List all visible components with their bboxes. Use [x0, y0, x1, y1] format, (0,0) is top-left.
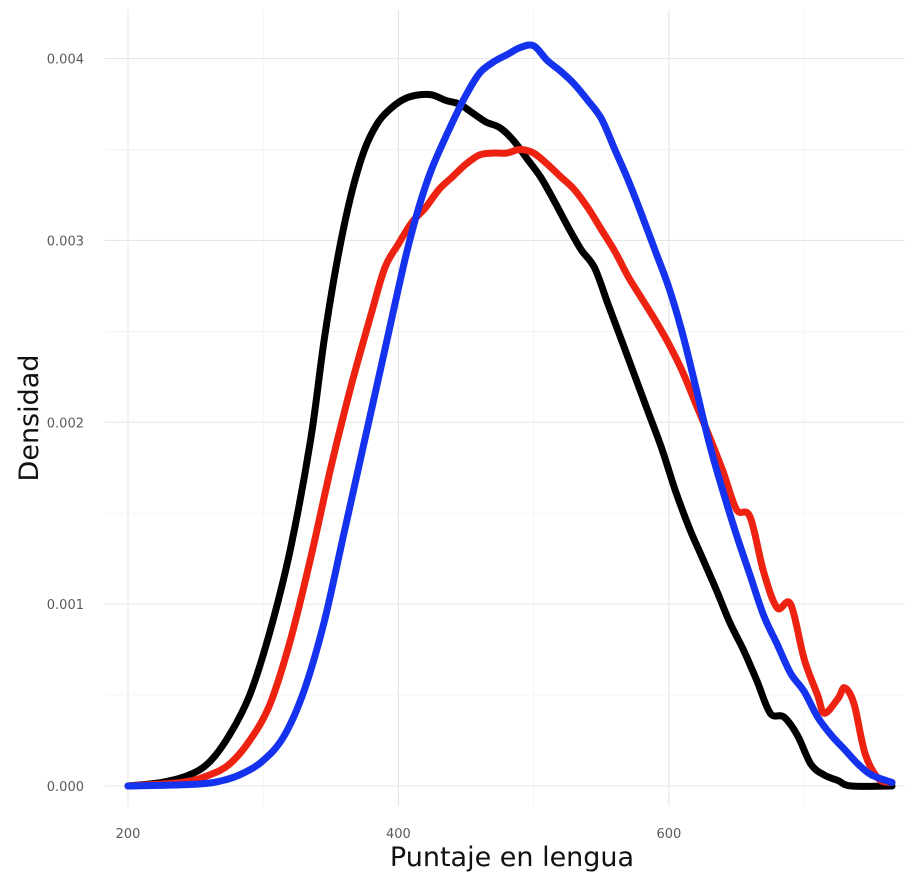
density-line-1 [124, 90, 896, 790]
density-line-2 [124, 146, 896, 790]
series-lines [124, 41, 896, 790]
minor-gridlines [105, 10, 905, 806]
y-tick-label: 0.000 [47, 780, 84, 795]
x-tick-label: 400 [386, 827, 411, 842]
x-tick-label: 200 [116, 827, 141, 842]
x-axis-tick-labels: 200 400 600 [116, 827, 682, 842]
y-tick-label: 0.002 [47, 416, 84, 431]
major-gridlines [105, 10, 905, 806]
y-axis-title: Densidad [14, 355, 45, 482]
y-tick-label: 0.003 [47, 234, 84, 249]
y-tick-label: 0.004 [47, 53, 84, 68]
density-line-3 [124, 41, 896, 790]
x-tick-label: 600 [656, 827, 681, 842]
y-tick-label: 0.001 [47, 598, 84, 613]
y-axis-tick-labels: 0.000 0.001 0.002 0.003 0.004 [47, 53, 84, 795]
x-axis-title: Puntaje en lengua [390, 842, 634, 873]
